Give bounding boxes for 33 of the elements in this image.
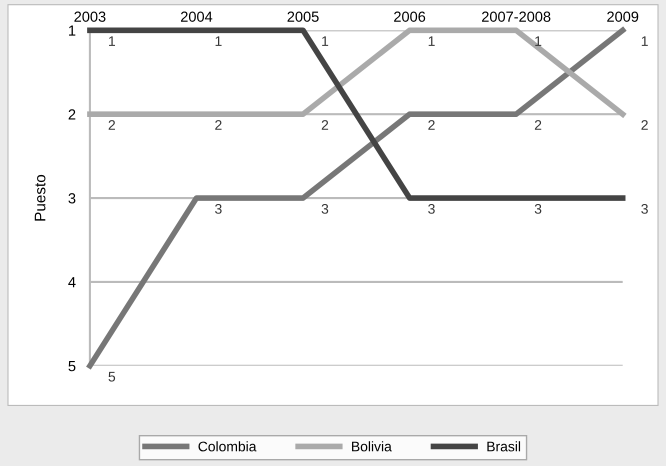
- y-tick-label: 3: [68, 193, 76, 204]
- data-label: 1: [535, 36, 542, 46]
- data-label: 3: [534, 204, 542, 214]
- legend-label: Bolivia: [352, 441, 392, 452]
- data-label: 3: [322, 204, 328, 214]
- data-label: 1: [216, 36, 222, 46]
- x-tick-label: 2009: [607, 12, 638, 22]
- legend-label: Colombia: [198, 441, 256, 452]
- data-label: 2: [534, 120, 542, 130]
- data-label: 3: [215, 204, 222, 214]
- x-tick-label: 2005: [288, 12, 319, 22]
- data-label: 2: [215, 120, 222, 130]
- x-tick-label: 2006: [394, 12, 426, 22]
- data-label: 5: [108, 372, 116, 382]
- data-label: 2: [428, 120, 435, 130]
- x-tick-label: 2003: [74, 12, 106, 22]
- legend-label: Brasil: [487, 441, 520, 452]
- y-axis-title: Puesto: [34, 174, 46, 221]
- y-tick-label: 4: [68, 277, 76, 288]
- data-label: 3: [428, 204, 435, 214]
- data-label: 1: [428, 36, 435, 46]
- data-label: 2: [322, 120, 328, 130]
- x-tick-label: 2004: [180, 12, 212, 22]
- data-label: 1: [642, 36, 648, 46]
- data-label: 1: [109, 36, 116, 46]
- data-label: 3: [641, 204, 648, 214]
- x-tick-label: 2007-2008: [482, 12, 550, 22]
- y-tick-label: 5: [68, 361, 76, 372]
- y-tick-label: 1: [69, 26, 76, 36]
- data-label: 1: [322, 36, 328, 46]
- data-label: 2: [641, 120, 648, 130]
- data-label: 2: [108, 120, 115, 130]
- y-tick-label: 2: [68, 109, 76, 120]
